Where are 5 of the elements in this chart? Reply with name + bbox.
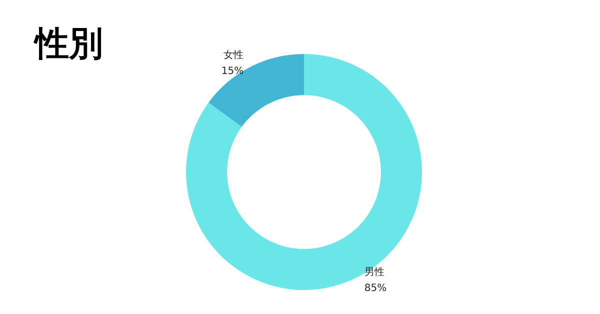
data-label: 85% [364, 283, 387, 294]
data-label: 15% [221, 66, 244, 77]
slice-label: 男性 [364, 266, 384, 278]
chart-title: 性別 [33, 24, 103, 64]
slice-label: 女性 [224, 48, 244, 61]
